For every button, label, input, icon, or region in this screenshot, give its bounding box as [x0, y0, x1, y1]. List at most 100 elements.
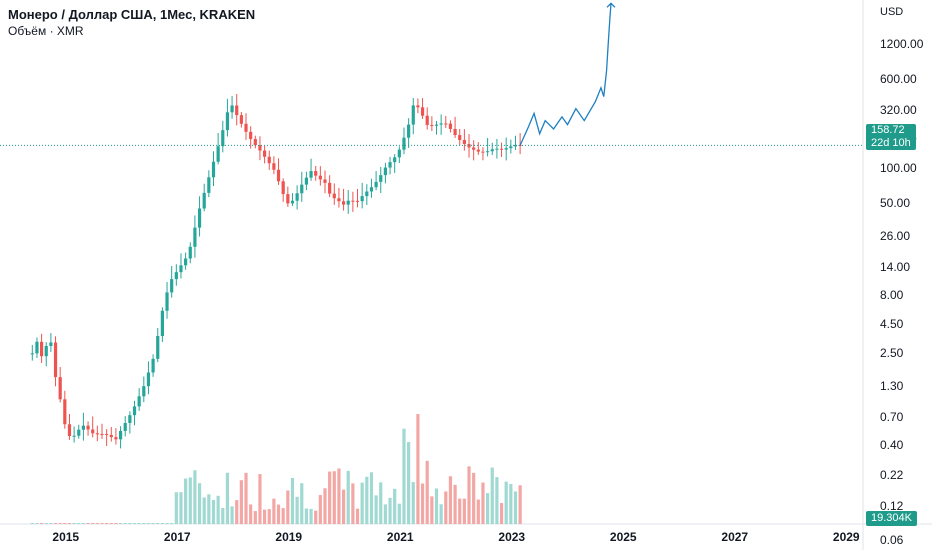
- candle-body: [379, 175, 383, 182]
- volume-bar: [142, 523, 146, 524]
- candle-body: [407, 124, 411, 138]
- volume-bars: [30, 414, 522, 524]
- price-tick-label: 14.00: [880, 260, 911, 275]
- candle-body: [458, 135, 462, 141]
- time-tick-label: 2025: [609, 530, 637, 544]
- time-tick-label: 2029: [832, 530, 860, 544]
- candle-body: [105, 434, 109, 436]
- candle-body: [53, 342, 58, 378]
- candle-body: [193, 227, 197, 247]
- candle-body: [39, 341, 44, 357]
- volume-bar: [146, 523, 151, 524]
- candle-body: [351, 200, 355, 202]
- volume-indicator-label[interactable]: Объём · XMR: [8, 24, 84, 38]
- volume-bar: [309, 508, 313, 524]
- price-tick-label: 2.50: [880, 346, 904, 361]
- volume-bar: [314, 510, 318, 524]
- volume-bar: [295, 496, 299, 524]
- candle-body: [495, 148, 499, 150]
- volume-bar: [290, 477, 295, 524]
- candle-body: [100, 434, 104, 436]
- volume-bar: [430, 496, 434, 524]
- price-tick-label: 26.00: [880, 228, 911, 243]
- candle-body: [221, 130, 225, 147]
- volume-bar: [165, 523, 169, 524]
- volume-bar: [481, 482, 485, 524]
- candle-body: [365, 191, 369, 197]
- candle-body: [513, 144, 518, 147]
- volume-bar: [81, 523, 86, 524]
- candle-body: [262, 150, 267, 157]
- volume-bar: [420, 483, 425, 524]
- candle-body: [314, 171, 318, 176]
- candle-body: [58, 377, 62, 400]
- price-tick-label: 0.70: [880, 410, 904, 425]
- candle-body: [72, 435, 76, 437]
- candle-body: [462, 140, 466, 144]
- volume-bar: [216, 495, 220, 524]
- price-tick-label: 1200.00: [880, 36, 924, 51]
- volume-bar: [458, 498, 462, 524]
- price-tick-label: 0.12: [880, 498, 904, 513]
- candle-body: [499, 148, 504, 150]
- candle-body: [346, 200, 350, 205]
- volume-bar: [402, 428, 406, 524]
- candle-body: [151, 358, 155, 373]
- volume-bar: [249, 504, 253, 524]
- volume-bar: [351, 483, 355, 524]
- volume-bar: [318, 495, 322, 524]
- volume-bar: [374, 495, 378, 524]
- volume-bar: [72, 523, 76, 524]
- candle-body: [304, 177, 309, 185]
- volume-bar: [221, 507, 225, 524]
- candle-body: [123, 423, 127, 431]
- volume-bar: [444, 491, 448, 524]
- volume-bar: [509, 483, 513, 524]
- candle-body: [202, 192, 206, 209]
- volume-bar: [225, 472, 230, 524]
- candle-body: [156, 336, 160, 359]
- volume-bar: [197, 483, 202, 524]
- volume-bar: [128, 523, 132, 524]
- candle-body: [453, 128, 457, 136]
- volume-bar: [137, 523, 141, 524]
- candle-body: [439, 123, 443, 125]
- candle-body: [430, 124, 434, 126]
- candle-body: [481, 151, 485, 153]
- volume-bar: [49, 523, 53, 524]
- candle-body: [397, 149, 401, 158]
- volume-bar: [179, 492, 183, 524]
- candle-body: [216, 146, 220, 162]
- candle-body: [184, 258, 188, 266]
- candle-body: [188, 246, 192, 259]
- volume-bar: [91, 523, 95, 524]
- price-tick-label: 600.00: [880, 71, 917, 86]
- volume-value: 19.304K: [871, 512, 912, 524]
- price-tick-label: 0.40: [880, 438, 904, 453]
- candle-body: [211, 161, 216, 178]
- candle-body: [290, 200, 295, 204]
- volume-bar: [365, 476, 369, 524]
- volume-bar: [383, 504, 387, 524]
- volume-bar: [262, 509, 267, 524]
- volume-bar: [170, 523, 174, 524]
- candle-body: [328, 182, 332, 194]
- symbol-title[interactable]: Монеро / Доллар США, 1Мес, KRAKEN: [8, 7, 256, 22]
- candle-body: [86, 425, 90, 430]
- candle-body: [30, 353, 34, 355]
- volume-bar: [304, 508, 309, 524]
- candle-body: [355, 200, 360, 202]
- candle-body: [207, 177, 211, 193]
- candle-body: [490, 149, 494, 152]
- volume-bar: [388, 497, 392, 524]
- candle-body: [81, 425, 86, 430]
- volume-bar: [369, 472, 374, 524]
- volume-bar: [323, 488, 327, 524]
- candle-body: [369, 187, 374, 192]
- volume-bar: [504, 481, 508, 524]
- candle-body: [63, 399, 67, 425]
- projection-drawing: [519, 2, 616, 146]
- volume-bar: [30, 523, 34, 524]
- candle-body: [300, 184, 304, 194]
